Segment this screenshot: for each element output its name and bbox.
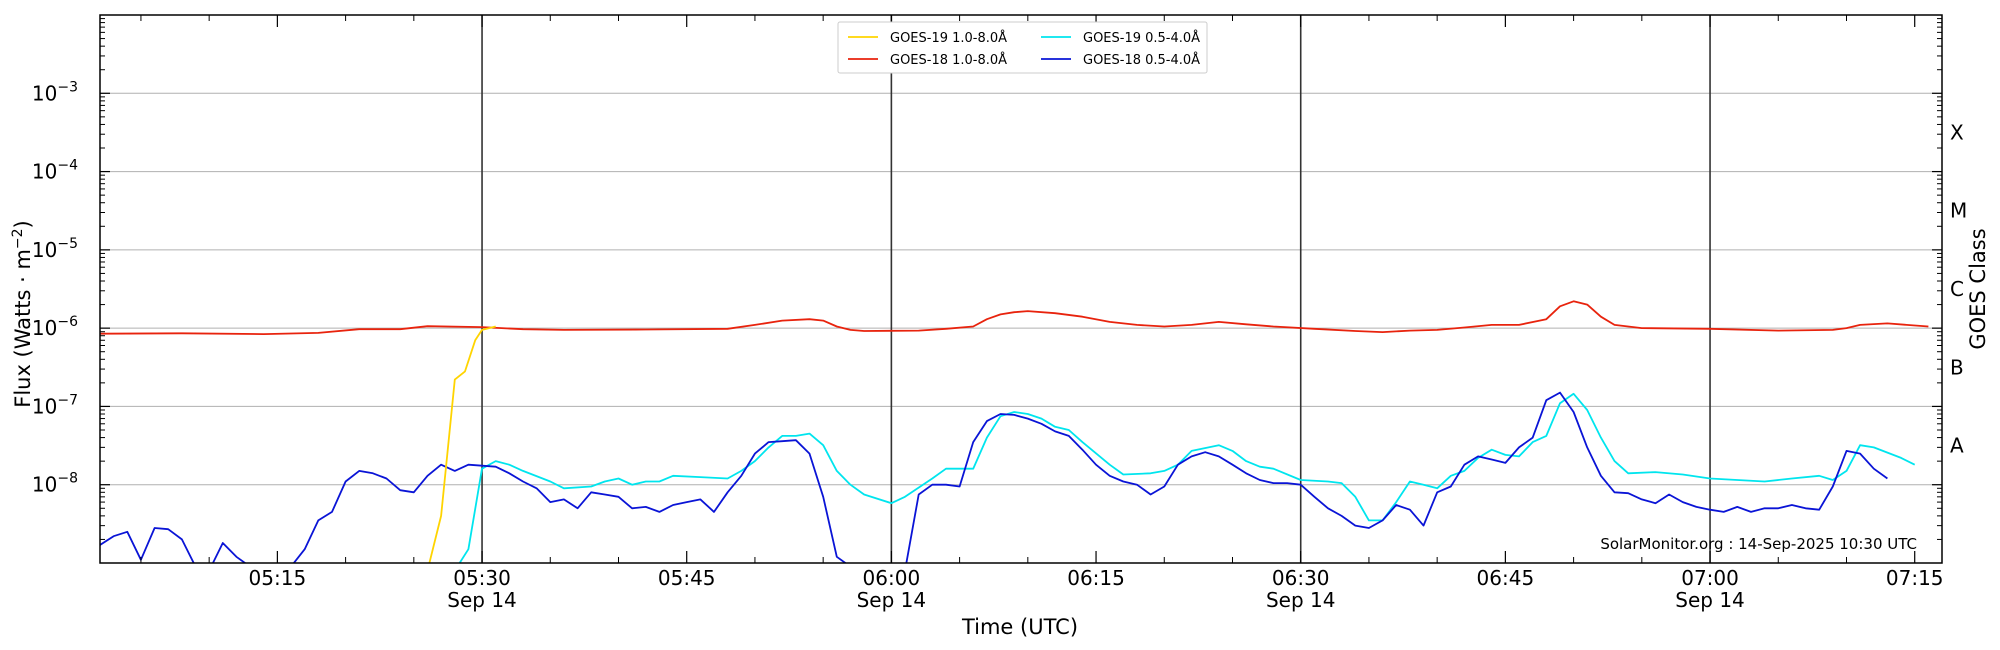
y-tick-base: 10 <box>32 238 57 262</box>
series-line <box>458 392 1916 563</box>
y-tick-label: 10−3 <box>32 79 78 105</box>
goes-class-label: A <box>1950 434 1964 458</box>
x-tick-label: 07:15 <box>1886 566 1944 590</box>
legend-label: GOES-19 0.5-4.0Å <box>1083 30 1200 46</box>
y-tick-exponent: −4 <box>57 158 78 174</box>
y-tick-base: 10 <box>32 473 57 497</box>
y-tick-label: 10−6 <box>32 314 78 340</box>
y-tick-label: 10−7 <box>32 392 78 418</box>
x-tick-label: 07:00 <box>1681 566 1739 590</box>
goes-class-label: C <box>1950 277 1964 301</box>
y-tick-base: 10 <box>32 316 57 340</box>
x-tick-label: 06:45 <box>1477 566 1535 590</box>
series-lines <box>100 300 1929 563</box>
right-axis-title: GOES Class <box>1966 228 1990 349</box>
x-tick-label: 05:30 <box>453 566 511 590</box>
goes-class-label: B <box>1950 355 1964 379</box>
y-axis-title-tail: ) <box>11 220 35 228</box>
x-axis-title: Time (UTC) <box>961 615 1078 639</box>
credit-text: SolarMonitor.org : 14-Sep-2025 10:30 UTC <box>1600 535 1917 553</box>
goes-class-labels: A B C M X <box>1950 120 1967 457</box>
y-tick-base: 10 <box>32 160 57 184</box>
grid-lines <box>100 92 1942 486</box>
y-tick-exponent: −3 <box>57 79 78 95</box>
y-tick-label: 10−8 <box>32 471 78 497</box>
y-axis-title-main: Flux (Watts · m <box>11 249 35 408</box>
x-tick-date: Sep 14 <box>857 588 927 612</box>
x-tick-date: Sep 14 <box>447 588 517 612</box>
y-tick-base: 10 <box>32 394 57 418</box>
legend-label: GOES-19 1.0-8.0Å <box>890 30 1007 46</box>
day-marker-lines <box>481 15 1711 563</box>
legend: GOES-19 1.0-8.0Å GOES-18 1.0-8.0Å GOES-19 … <box>837 21 1208 74</box>
x-tick-label: 05:45 <box>658 566 716 590</box>
y-axis-title: Flux (Watts · m−2) <box>10 220 35 408</box>
legend-label: GOES-18 0.5-4.0Å <box>1083 52 1200 68</box>
y-tick-label: 10−5 <box>32 236 78 262</box>
y-tick-exponent: −8 <box>57 471 78 487</box>
y-tick-base: 10 <box>32 81 57 105</box>
goes-class-label: M <box>1950 199 1967 223</box>
series-line <box>100 391 1888 563</box>
x-tick-label: 06:00 <box>863 566 921 590</box>
x-tick-label: 06:30 <box>1272 566 1330 590</box>
plot-area-frame <box>99 14 1943 564</box>
series-line <box>100 300 1929 336</box>
y-tick-label: 10−4 <box>32 158 78 184</box>
legend-label: GOES-18 1.0-8.0Å <box>890 52 1007 68</box>
y-axis-ticks: 10−810−710−610−510−410−3 <box>32 18 1942 540</box>
series-line <box>428 325 496 563</box>
y-tick-exponent: −7 <box>57 392 78 408</box>
x-tick-label: 05:15 <box>249 566 307 590</box>
goes-class-label: X <box>1950 120 1964 144</box>
legend-box <box>837 21 1208 74</box>
x-tick-date: Sep 14 <box>1266 588 1336 612</box>
y-tick-exponent: −6 <box>57 314 78 330</box>
y-tick-exponent: −5 <box>57 236 78 252</box>
y-axis-title-superscript: −2 <box>10 228 26 249</box>
x-tick-label: 06:15 <box>1067 566 1125 590</box>
x-tick-date: Sep 14 <box>1675 588 1745 612</box>
